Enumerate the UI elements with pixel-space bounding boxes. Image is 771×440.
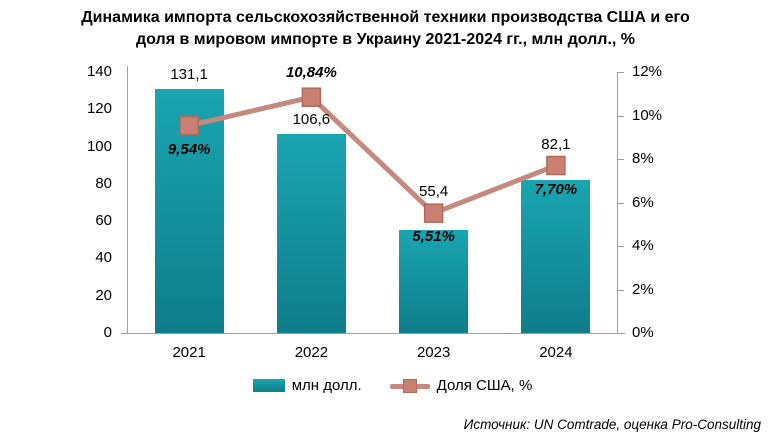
line-marker-icon bbox=[301, 87, 322, 107]
y2-tick bbox=[617, 72, 624, 73]
x-axis-label: 2023 bbox=[416, 344, 451, 361]
line-series-swatch-icon bbox=[389, 378, 430, 393]
source-note: Источник: UN Comtrade, оценка Pro-Consul… bbox=[463, 417, 761, 432]
legend-item-bars: млн долл. bbox=[252, 377, 362, 394]
chart-title-line2: доля в мировом импорте в Украину 2021-20… bbox=[136, 31, 635, 48]
y2-axis-label: 2% bbox=[632, 280, 654, 298]
y-axis-label: 60 bbox=[95, 212, 112, 230]
legend-item-line: Доля США, % bbox=[389, 377, 533, 394]
y2-tick bbox=[617, 115, 624, 117]
y2-axis-label: 10% bbox=[632, 106, 663, 124]
y2-tick bbox=[617, 159, 624, 160]
y-axis-label: 120 bbox=[86, 100, 112, 118]
y2-axis-label: 12% bbox=[632, 63, 663, 80]
bar bbox=[521, 179, 591, 333]
chart-title: Динамика импорта сельскохозяйственной те… bbox=[0, 7, 771, 51]
y2-tick bbox=[617, 246, 624, 247]
x-axis-label: 2022 bbox=[294, 344, 329, 361]
line-marker-icon bbox=[546, 155, 566, 176]
y2-axis-label: 4% bbox=[632, 237, 654, 254]
line-point-label: 10,84% bbox=[285, 64, 337, 82]
y2-tick bbox=[617, 202, 624, 204]
y-axis-line bbox=[127, 66, 128, 333]
y-axis-label: 100 bbox=[86, 137, 112, 155]
y-axis-label: 20 bbox=[95, 286, 112, 304]
bar bbox=[154, 88, 224, 333]
y-axis-label: 40 bbox=[95, 249, 112, 267]
chart-title-line1: Динамика импорта сельскохозяйственной те… bbox=[81, 9, 690, 26]
bar bbox=[276, 134, 346, 333]
y-axis-label: 0 bbox=[103, 324, 112, 341]
legend-label-bars: млн долл. bbox=[291, 377, 362, 394]
line-point-label: 7,70% bbox=[534, 180, 578, 198]
bar-value-label: 131,1 bbox=[170, 65, 208, 83]
x-axis-label: 2021 bbox=[172, 344, 206, 361]
bar-series-swatch-icon bbox=[252, 379, 285, 392]
line-marker-icon bbox=[423, 203, 444, 223]
y2-axis-label: 8% bbox=[632, 150, 654, 167]
x-axis-label: 2024 bbox=[539, 344, 573, 361]
y-axis-label: 80 bbox=[95, 174, 112, 192]
y2-axis-label: 0% bbox=[632, 324, 654, 341]
line-point-label: 9,54% bbox=[167, 140, 211, 158]
bar-value-label: 82,1 bbox=[541, 135, 571, 153]
y2-tick bbox=[617, 333, 624, 334]
line-point-label: 5,51% bbox=[412, 228, 455, 246]
line-marker-icon bbox=[402, 378, 417, 393]
legend-label-line: Доля США, % bbox=[436, 377, 533, 394]
legend: млн долл. Доля США, % bbox=[0, 377, 771, 394]
bar-value-label: 55,4 bbox=[419, 183, 449, 201]
y-axis-label: 140 bbox=[86, 63, 112, 80]
bar-value-label: 106,6 bbox=[292, 111, 331, 129]
bar bbox=[399, 229, 469, 333]
y2-axis-label: 6% bbox=[632, 193, 654, 211]
y2-tick bbox=[617, 289, 624, 291]
x-axis-line bbox=[121, 333, 625, 334]
